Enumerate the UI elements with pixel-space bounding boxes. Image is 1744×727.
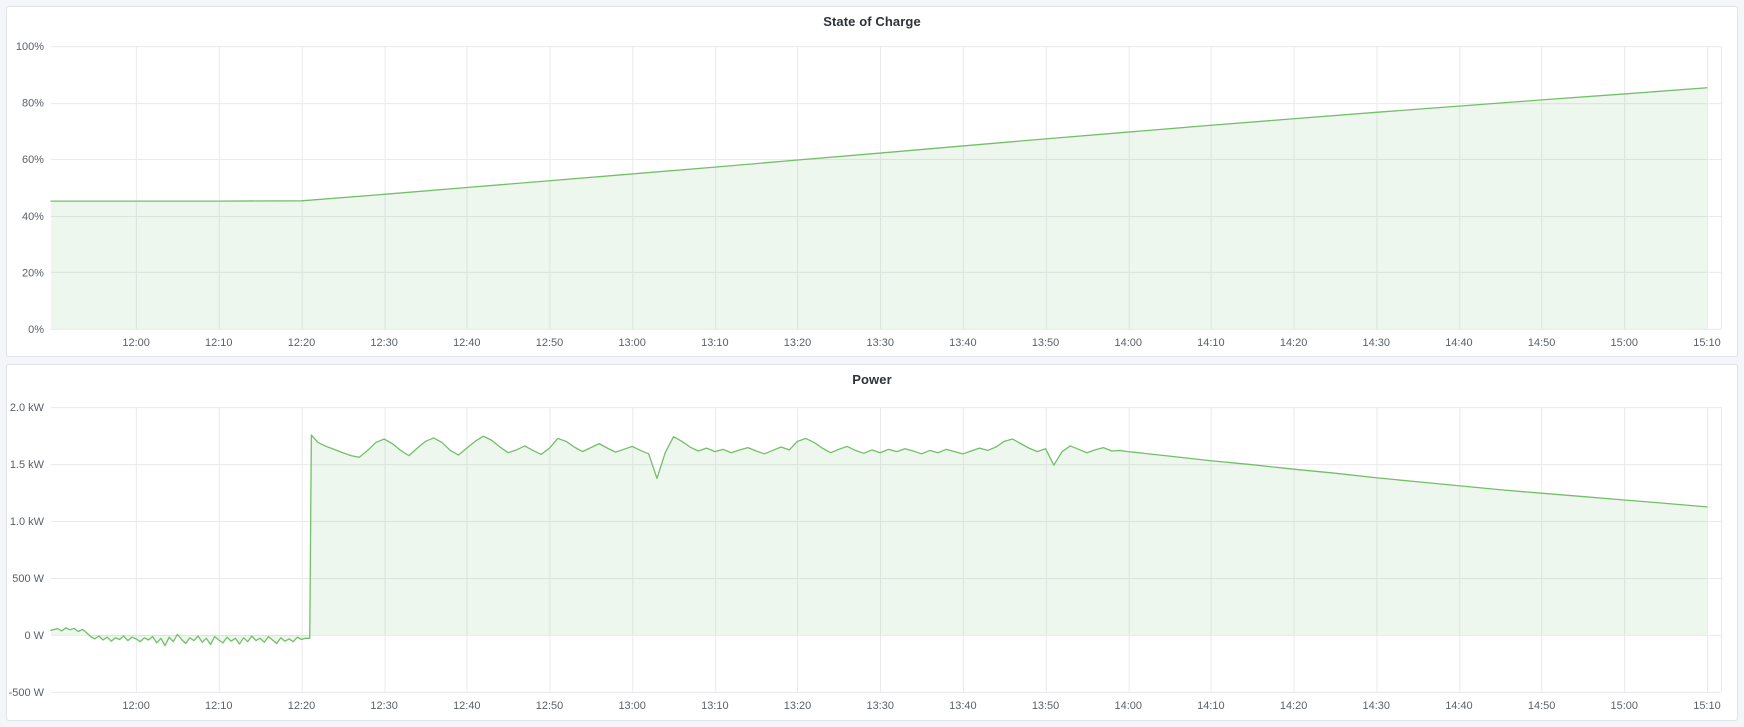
panel-title-state-of-charge[interactable]: State of Charge <box>823 14 921 29</box>
svg-text:12:50: 12:50 <box>536 337 563 349</box>
svg-text:13:30: 13:30 <box>866 337 893 349</box>
series-line <box>50 434 1708 647</box>
svg-text:15:10: 15:10 <box>1693 337 1720 349</box>
svg-text:15:10: 15:10 <box>1693 700 1720 712</box>
svg-text:12:30: 12:30 <box>370 337 397 349</box>
panel-title-power[interactable]: Power <box>852 372 892 387</box>
svg-text:80%: 80% <box>22 98 44 110</box>
series-area <box>50 435 1707 646</box>
svg-text:14:00: 14:00 <box>1115 337 1142 349</box>
svg-text:12:20: 12:20 <box>288 337 315 349</box>
svg-text:0 W: 0 W <box>24 630 44 642</box>
svg-text:13:40: 13:40 <box>949 337 976 349</box>
svg-text:14:30: 14:30 <box>1363 337 1390 349</box>
svg-text:13:20: 13:20 <box>784 337 811 349</box>
y-axis-labels: 2.0 kW 1.5 kW 1.0 kW 500 W 0 W -500 W <box>9 402 45 699</box>
x-axis-labels: 12:00 12:10 12:20 12:30 12:40 12:50 13:00 13:10… <box>122 337 1720 349</box>
svg-text:13:10: 13:10 <box>701 337 728 349</box>
state-of-charge-plot-area[interactable]: 100%80%60%40%20%0%12:00 12:10 12:20 12:30 12… <box>7 31 1737 356</box>
svg-text:13:20: 13:20 <box>784 700 811 712</box>
svg-text:14:50: 14:50 <box>1528 700 1555 712</box>
svg-text:13:50: 13:50 <box>1032 337 1059 349</box>
svg-text:14:20: 14:20 <box>1280 337 1307 349</box>
svg-text:12:50: 12:50 <box>536 700 563 712</box>
x-axis-labels: 12:00 12:10 12:20 12:30 12:40 12:50 13:00 13:10… <box>122 700 1720 712</box>
svg-text:1.0 kW: 1.0 kW <box>10 516 45 528</box>
svg-text:-500 W: -500 W <box>9 687 45 699</box>
svg-text:12:10: 12:10 <box>205 700 232 712</box>
svg-text:2.0 kW: 2.0 kW <box>10 402 45 414</box>
svg-text:12:40: 12:40 <box>453 700 480 712</box>
svg-text:60%: 60% <box>22 154 44 166</box>
gridlines <box>50 407 1723 693</box>
series-area <box>50 87 1707 329</box>
svg-text:14:30: 14:30 <box>1363 700 1390 712</box>
svg-text:13:40: 13:40 <box>949 700 976 712</box>
svg-text:14:10: 14:10 <box>1197 337 1224 349</box>
series-line <box>50 87 1708 202</box>
svg-text:20%: 20% <box>22 267 44 279</box>
svg-text:13:00: 13:00 <box>618 337 645 349</box>
gridlines <box>50 46 1723 330</box>
y-axis-labels: 100% 80% 60% 40% 20% 0% <box>16 41 44 336</box>
svg-text:0%: 0% <box>28 324 44 336</box>
svg-text:40%: 40% <box>22 211 44 223</box>
svg-text:12:20: 12:20 <box>288 700 315 712</box>
svg-text:12:30: 12:30 <box>370 700 397 712</box>
svg-text:15:00: 15:00 <box>1611 700 1638 712</box>
svg-text:14:40: 14:40 <box>1445 337 1472 349</box>
svg-text:14:50: 14:50 <box>1528 337 1555 349</box>
svg-text:13:50: 13:50 <box>1032 700 1059 712</box>
svg-text:13:10: 13:10 <box>701 700 728 712</box>
svg-text:15:00: 15:00 <box>1611 337 1638 349</box>
svg-text:1.5 kW: 1.5 kW <box>10 459 45 471</box>
svg-text:14:20: 14:20 <box>1280 700 1307 712</box>
svg-text:13:30: 13:30 <box>866 700 893 712</box>
svg-text:14:00: 14:00 <box>1115 700 1142 712</box>
svg-text:12:00: 12:00 <box>122 700 149 712</box>
panel-power: Power 2.0 kW 1.5 kW 1.0 kW 500 W 0 W -500 W 12… <box>6 364 1738 721</box>
svg-text:12:10: 12:10 <box>205 337 232 349</box>
svg-text:500 W: 500 W <box>12 573 44 585</box>
svg-text:13:00: 13:00 <box>618 700 645 712</box>
panel-state-of-charge: State of Charge 100% 80% 60% 40% 20% 0% 12:00 1… <box>6 6 1738 357</box>
svg-text:14:10: 14:10 <box>1197 700 1224 712</box>
svg-text:12:00: 12:00 <box>122 337 149 349</box>
svg-text:12:40: 12:40 <box>453 337 480 349</box>
svg-text:14:40: 14:40 <box>1445 700 1472 712</box>
svg-text:100%: 100% <box>16 41 44 53</box>
